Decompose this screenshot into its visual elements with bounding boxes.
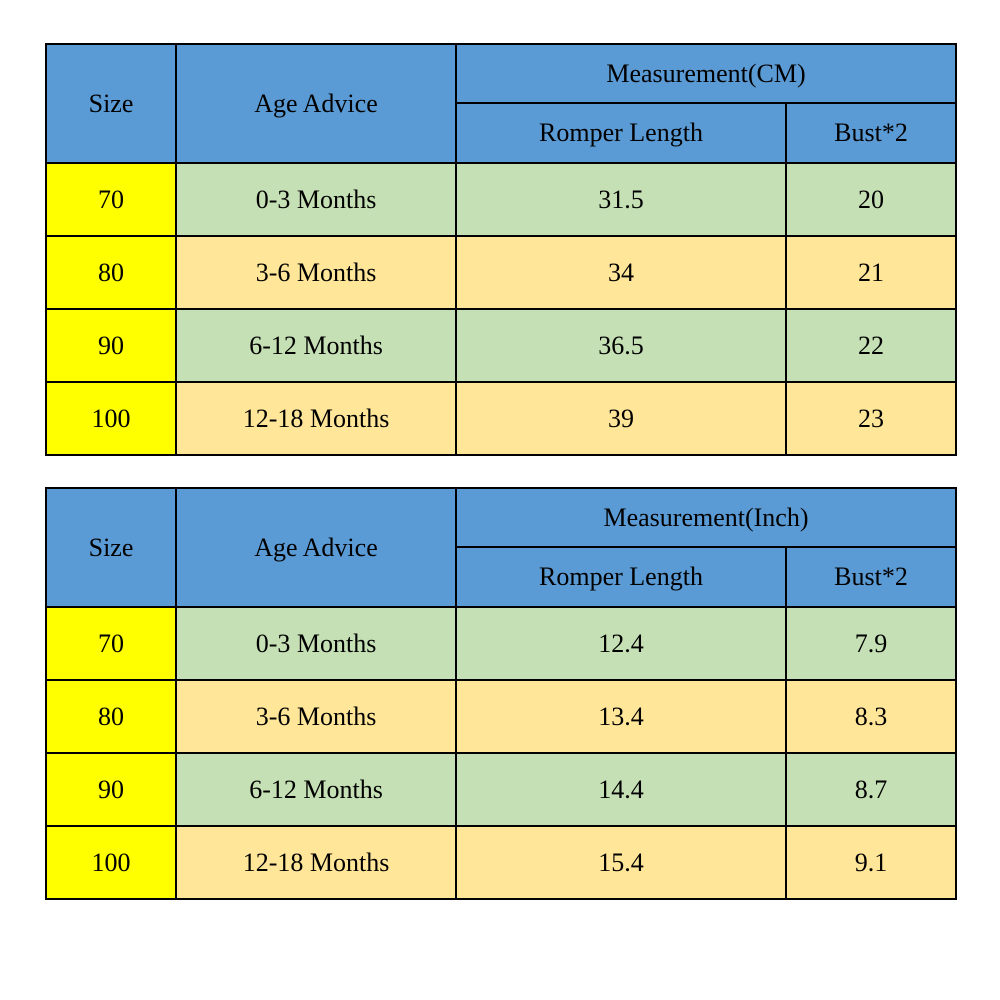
- cell-age: 6-12 Months: [176, 753, 456, 826]
- cell-romper-length: 36.5: [456, 309, 786, 382]
- cell-age: 6-12 Months: [176, 309, 456, 382]
- header-size: Size: [46, 44, 176, 163]
- size-table-cm: Size Age Advice Measurement(CM) Romper L…: [45, 43, 957, 456]
- header-measurement-group: Measurement(Inch): [456, 488, 956, 547]
- table-row: 80 3-6 Months 13.4 8.3: [46, 680, 956, 753]
- header-romper-length: Romper Length: [456, 547, 786, 607]
- cell-bust: 7.9: [786, 607, 956, 680]
- header-bust: Bust*2: [786, 103, 956, 163]
- cell-age: 0-3 Months: [176, 163, 456, 236]
- table-row: 90 6-12 Months 36.5 22: [46, 309, 956, 382]
- cell-age: 12-18 Months: [176, 826, 456, 899]
- table-row: 70 0-3 Months 12.4 7.9: [46, 607, 956, 680]
- cell-romper-length: 31.5: [456, 163, 786, 236]
- header-bust: Bust*2: [786, 547, 956, 607]
- cell-age: 3-6 Months: [176, 236, 456, 309]
- cell-age: 12-18 Months: [176, 382, 456, 455]
- cell-size: 70: [46, 607, 176, 680]
- header-size: Size: [46, 488, 176, 607]
- cell-bust: 22: [786, 309, 956, 382]
- cell-bust: 20: [786, 163, 956, 236]
- header-age-advice: Age Advice: [176, 44, 456, 163]
- cell-bust: 21: [786, 236, 956, 309]
- header-age-advice: Age Advice: [176, 488, 456, 607]
- cell-size: 70: [46, 163, 176, 236]
- cell-romper-length: 34: [456, 236, 786, 309]
- cell-size: 90: [46, 753, 176, 826]
- cell-romper-length: 39: [456, 382, 786, 455]
- table-row: 90 6-12 Months 14.4 8.7: [46, 753, 956, 826]
- table-row: 70 0-3 Months 31.5 20: [46, 163, 956, 236]
- cell-age: 0-3 Months: [176, 607, 456, 680]
- cell-size: 80: [46, 680, 176, 753]
- cell-romper-length: 13.4: [456, 680, 786, 753]
- cell-size: 100: [46, 382, 176, 455]
- cell-bust: 23: [786, 382, 956, 455]
- cell-bust: 8.3: [786, 680, 956, 753]
- cell-bust: 9.1: [786, 826, 956, 899]
- cell-romper-length: 14.4: [456, 753, 786, 826]
- table-header-row: Size Age Advice Measurement(CM): [46, 44, 956, 103]
- table-row: 100 12-18 Months 15.4 9.1: [46, 826, 956, 899]
- cell-size: 100: [46, 826, 176, 899]
- header-romper-length: Romper Length: [456, 103, 786, 163]
- cell-romper-length: 12.4: [456, 607, 786, 680]
- cell-age: 3-6 Months: [176, 680, 456, 753]
- cell-size: 80: [46, 236, 176, 309]
- size-table-inch: Size Age Advice Measurement(Inch) Romper…: [45, 487, 957, 900]
- size-chart-page: Size Age Advice Measurement(CM) Romper L…: [0, 0, 1000, 1000]
- table-row: 80 3-6 Months 34 21: [46, 236, 956, 309]
- header-measurement-group: Measurement(CM): [456, 44, 956, 103]
- table-header-row: Size Age Advice Measurement(Inch): [46, 488, 956, 547]
- cell-size: 90: [46, 309, 176, 382]
- cell-bust: 8.7: [786, 753, 956, 826]
- table-row: 100 12-18 Months 39 23: [46, 382, 956, 455]
- cell-romper-length: 15.4: [456, 826, 786, 899]
